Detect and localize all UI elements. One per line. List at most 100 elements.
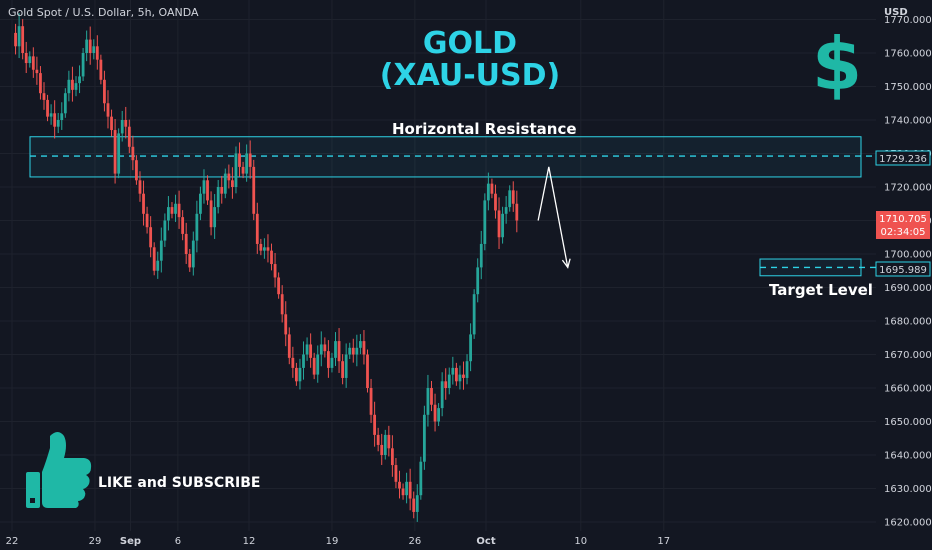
candle-body bbox=[113, 130, 117, 174]
candle-body bbox=[248, 153, 252, 167]
candle-body bbox=[35, 69, 39, 74]
thumbs-up-icon[interactable] bbox=[22, 428, 94, 510]
candle-body bbox=[344, 354, 348, 378]
candle-body bbox=[241, 166, 245, 174]
candle-body bbox=[383, 434, 387, 455]
price-tick-label: 1700.000 bbox=[884, 250, 932, 261]
candle-body bbox=[369, 388, 373, 415]
candle-body bbox=[469, 334, 472, 362]
time-tick-label: 10 bbox=[574, 536, 587, 547]
candle-body bbox=[358, 341, 362, 348]
svg-text:02:34:05: 02:34:05 bbox=[881, 227, 926, 238]
candle-body bbox=[309, 344, 313, 358]
candle-body bbox=[60, 113, 64, 120]
candle-body bbox=[138, 180, 142, 194]
price-tick-label: 1670.000 bbox=[884, 350, 932, 361]
candle-body bbox=[188, 254, 192, 268]
target-price-tag: 1695.989 bbox=[875, 261, 931, 277]
candle-body bbox=[213, 207, 217, 228]
candle-body bbox=[202, 180, 206, 194]
candle-body bbox=[103, 79, 106, 104]
candle-body bbox=[302, 354, 305, 368]
time-axis[interactable]: 22 29 Sep 6 12 19 26 Oct 10 17 bbox=[6, 536, 670, 547]
candle-body bbox=[31, 56, 35, 70]
candle-body bbox=[227, 173, 231, 181]
candle-body bbox=[135, 160, 138, 181]
candle-body bbox=[181, 217, 185, 234]
candle-body bbox=[366, 354, 369, 388]
time-axis-bg bbox=[0, 531, 932, 550]
candle-body bbox=[95, 46, 99, 60]
time-tick-label: Sep bbox=[120, 536, 141, 547]
candle-body bbox=[387, 434, 391, 449]
candle-body bbox=[245, 153, 249, 174]
price-tick-label: 1650.000 bbox=[884, 417, 932, 428]
candle-body bbox=[85, 39, 89, 53]
time-tick-label: 29 bbox=[89, 536, 102, 547]
currency-label: USD bbox=[884, 7, 908, 18]
candle-body bbox=[234, 153, 238, 187]
candle-body bbox=[24, 53, 28, 64]
price-tick-label: 1660.000 bbox=[884, 384, 932, 395]
candle-body bbox=[280, 294, 284, 315]
headline-subtitle: (XAU-USD) bbox=[379, 58, 561, 93]
candle-body bbox=[67, 79, 71, 94]
candle-body bbox=[270, 250, 273, 265]
candle-body bbox=[430, 388, 433, 405]
candle-body bbox=[412, 498, 416, 512]
candle-body bbox=[454, 367, 458, 382]
like-subscribe-text: LIKE and SUBSCRIBE bbox=[98, 475, 261, 491]
time-tick-label: 12 bbox=[243, 536, 256, 547]
candle-body bbox=[494, 193, 497, 211]
candle-body bbox=[419, 461, 423, 496]
candle-body bbox=[472, 294, 476, 335]
candle-body bbox=[330, 357, 334, 368]
candle-body bbox=[99, 59, 103, 80]
candle-body bbox=[394, 465, 398, 482]
price-tick-label: 1760.000 bbox=[884, 49, 932, 60]
candle-body bbox=[252, 166, 256, 214]
candle-body bbox=[444, 381, 448, 388]
candle-body bbox=[63, 93, 67, 114]
candle-body bbox=[152, 247, 156, 271]
resistance-zone bbox=[29, 136, 862, 178]
candle-body bbox=[170, 207, 174, 214]
projection-path bbox=[537, 166, 571, 269]
candle-body bbox=[231, 180, 234, 187]
time-tick-label: Oct bbox=[476, 536, 495, 547]
candle-body bbox=[159, 240, 163, 261]
resistance-label: Horizontal Resistance bbox=[392, 120, 577, 138]
candle-body bbox=[284, 314, 288, 335]
candle-body bbox=[295, 367, 298, 382]
candle-body bbox=[334, 341, 337, 358]
time-tick-label: 19 bbox=[326, 536, 339, 547]
candle-body bbox=[426, 388, 430, 415]
candle-body bbox=[319, 344, 323, 355]
candle-body bbox=[497, 210, 501, 238]
candle-body bbox=[88, 39, 92, 53]
svg-text:1695.989: 1695.989 bbox=[879, 265, 927, 276]
candle-body bbox=[405, 481, 409, 496]
svg-text:1729.236: 1729.236 bbox=[879, 154, 927, 165]
candle-body bbox=[238, 153, 241, 167]
candle-body bbox=[390, 448, 394, 466]
candle-body bbox=[433, 404, 437, 422]
candle-body bbox=[277, 277, 281, 295]
candle-body bbox=[220, 187, 224, 194]
headline-title: GOLD bbox=[422, 26, 518, 61]
candle-body bbox=[142, 193, 145, 214]
candle-body bbox=[14, 32, 17, 47]
projection-line bbox=[537, 166, 569, 268]
candle-body bbox=[440, 381, 444, 409]
price-tick-label: 1770.000 bbox=[884, 15, 932, 26]
candle-body bbox=[145, 213, 149, 228]
candle-body bbox=[451, 367, 455, 375]
candle-body bbox=[380, 444, 384, 455]
candle-body bbox=[287, 334, 291, 358]
candle-body bbox=[46, 99, 49, 117]
symbol-info[interactable]: Gold Spot / U.S. Dollar, 5h, OANDA bbox=[8, 6, 199, 19]
candle-body bbox=[21, 26, 25, 53]
candle-body bbox=[298, 367, 302, 382]
candle-body bbox=[398, 481, 401, 489]
